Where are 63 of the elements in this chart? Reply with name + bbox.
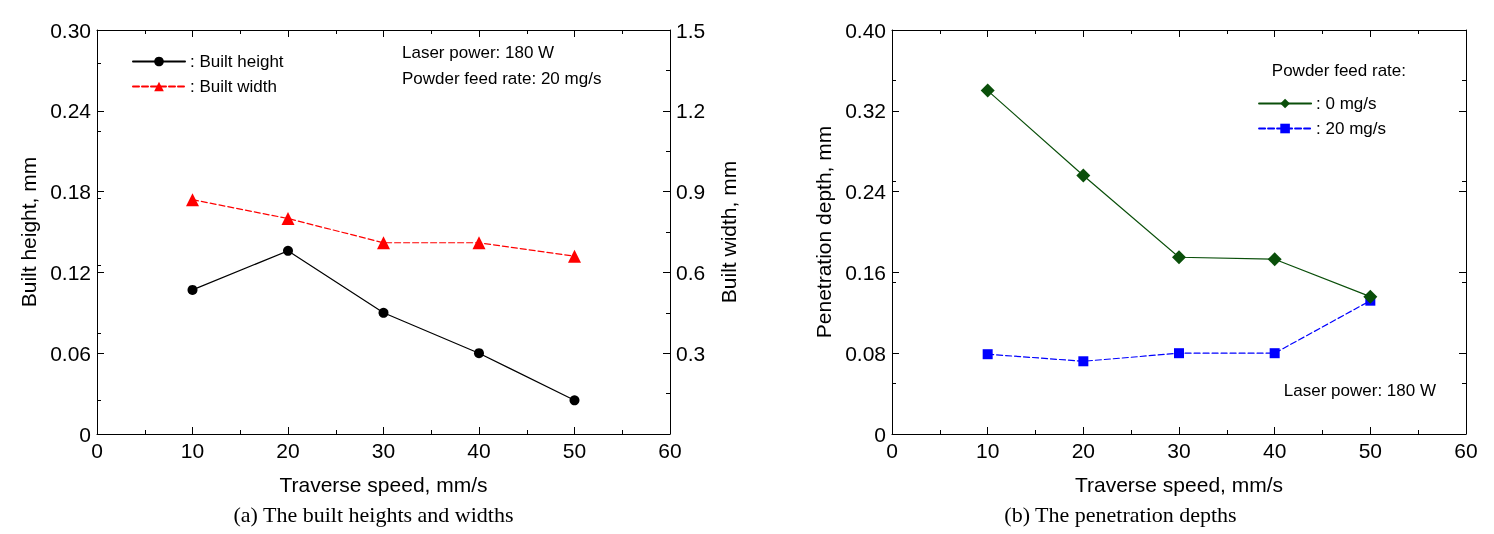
point	[378, 307, 389, 318]
point	[186, 193, 199, 207]
point	[474, 348, 484, 359]
y-tick-label: 0.16	[845, 260, 886, 284]
point	[982, 349, 993, 360]
annotation: Laser power: 180 W	[402, 43, 555, 62]
annotation: Powder feed rate: 20 mg/s	[402, 69, 602, 88]
x-tick-label: 10	[180, 439, 205, 462]
x-tick-label: 30	[1167, 439, 1191, 462]
y-tick-label: 0.08	[845, 341, 886, 365]
point	[1172, 250, 1186, 265]
y-tick-label: 0.24	[845, 180, 887, 204]
y-tick-label: 0.40	[845, 18, 886, 42]
x-tick-label: 50	[1358, 439, 1383, 462]
x-tick-label: 40	[467, 439, 491, 462]
y2-axis-title: Built width, mm	[717, 160, 740, 304]
text: (a) The built heights and widths	[233, 501, 514, 527]
y-tick-label: 0.18	[50, 180, 91, 204]
y-tick-label: 0.30	[50, 18, 91, 42]
x-tick-label: 20	[276, 439, 300, 462]
y-tick-label: 0.24	[50, 99, 92, 123]
y2-tick-label: 1.5	[676, 18, 706, 42]
point	[569, 395, 580, 406]
point	[1078, 356, 1089, 367]
y-tick-label: 0.06	[50, 341, 91, 365]
point	[281, 212, 295, 226]
point	[377, 236, 390, 250]
y-tick-label: 0	[79, 422, 91, 446]
point	[1076, 168, 1091, 183]
point	[568, 249, 581, 263]
x-tick-label: 20	[1071, 439, 1096, 462]
y2-tick-label: 1.2	[676, 99, 706, 123]
x-tick-label: 30	[371, 439, 396, 462]
x-tick-label: 60	[1454, 439, 1478, 462]
y-tick-label: 0.32	[845, 99, 886, 123]
point	[1363, 289, 1378, 304]
y2-tick-label: 0.6	[676, 260, 706, 284]
x-tick-label: 60	[658, 439, 682, 462]
point	[1267, 252, 1282, 267]
point	[1174, 348, 1184, 359]
text: (b) The penetration depths	[1004, 501, 1237, 527]
point	[472, 236, 486, 250]
legend-label: : 0 mg/s	[1316, 94, 1377, 113]
point	[283, 245, 293, 256]
x-axis-title: Traverse speed, mm/s	[1074, 473, 1284, 496]
x-tick-label: 50	[562, 439, 587, 462]
y-tick-label: 0	[874, 422, 886, 446]
legend-title: Powder feed rate:	[1271, 61, 1407, 80]
legend-label: : Built width	[190, 77, 277, 96]
y-axis-title: Built height, mm	[17, 156, 40, 308]
point	[980, 83, 995, 98]
y-axis-title: Penetration depth, mm	[812, 125, 835, 339]
annotation: Laser power: 180 W	[1283, 381, 1437, 400]
x-tick-label: 10	[975, 439, 1000, 462]
x-axis-title: Traverse speed, mm/s	[279, 473, 488, 496]
x-tick-label: 40	[1262, 439, 1287, 462]
y2-tick-label: 0.3	[676, 341, 706, 365]
point	[1269, 348, 1280, 359]
legend-label: : Built height	[190, 52, 284, 71]
y-tick-label: 0.12	[50, 260, 91, 284]
point	[187, 284, 198, 295]
y2-tick-label: 0.9	[676, 180, 706, 204]
legend-label: : 20 mg/s	[1316, 119, 1386, 138]
